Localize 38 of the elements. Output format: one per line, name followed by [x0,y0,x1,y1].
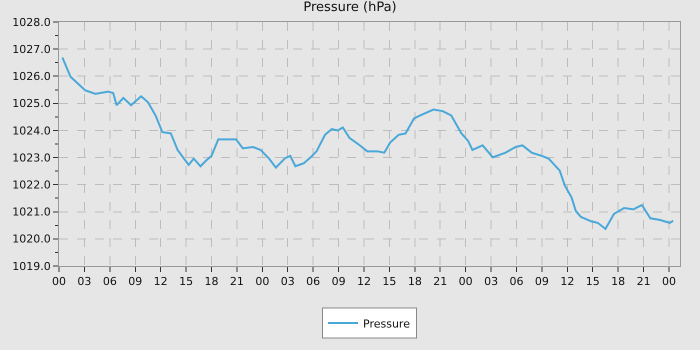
y-tick-label: 1019.0 [12,260,51,273]
x-tick-label: 18 [408,275,422,288]
x-tick-label: 09 [332,275,346,288]
y-tick-label: 1022.0 [12,178,51,192]
y-tick-label: 1021.0 [12,206,51,219]
x-tick-label: 18 [611,275,626,288]
y-tick-label: 1026.0 [12,70,51,84]
x-tick-label: 21 [636,275,651,288]
x-tick-label: 03 [484,275,498,288]
y-tick-label: 1020.0 [12,232,51,246]
x-tick-label: 18 [204,275,218,288]
x-tick-label: 00 [255,275,270,288]
chart-title: Pressure (hPa) [303,0,397,15]
x-tick-label: 12 [560,275,574,288]
x-tick-label: 09 [128,275,142,288]
x-tick-label: 15 [382,275,396,288]
line-series [61,56,674,230]
x-tick-label: 21 [230,275,244,288]
x-tick-label: 15 [179,275,194,288]
x-tick-label: 09 [534,275,549,288]
x-tick-label: 12 [356,275,371,288]
y-tick-label: 1027.0 [12,42,51,56]
x-tick-label: 03 [280,275,295,288]
legend-label: Pressure [363,317,410,330]
y-tick-label: 1023.0 [12,151,51,164]
x-tick-label: 06 [102,275,117,288]
x-tick-label: 00 [458,275,473,288]
x-tick-label: 15 [586,275,600,288]
x-tick-label: 00 [662,275,676,288]
y-tick-label: 1025.0 [12,97,51,110]
y-tick-label: 1024.0 [12,124,51,138]
x-tick-label: 21 [433,275,448,288]
x-tick-label: 03 [77,275,92,288]
x-tick-label: 12 [154,275,168,288]
x-tick-label: 00 [52,275,66,288]
x-tick-label: 06 [509,275,524,288]
x-tick-label: 06 [306,275,320,288]
y-tick-label: 1028.0 [12,16,51,29]
